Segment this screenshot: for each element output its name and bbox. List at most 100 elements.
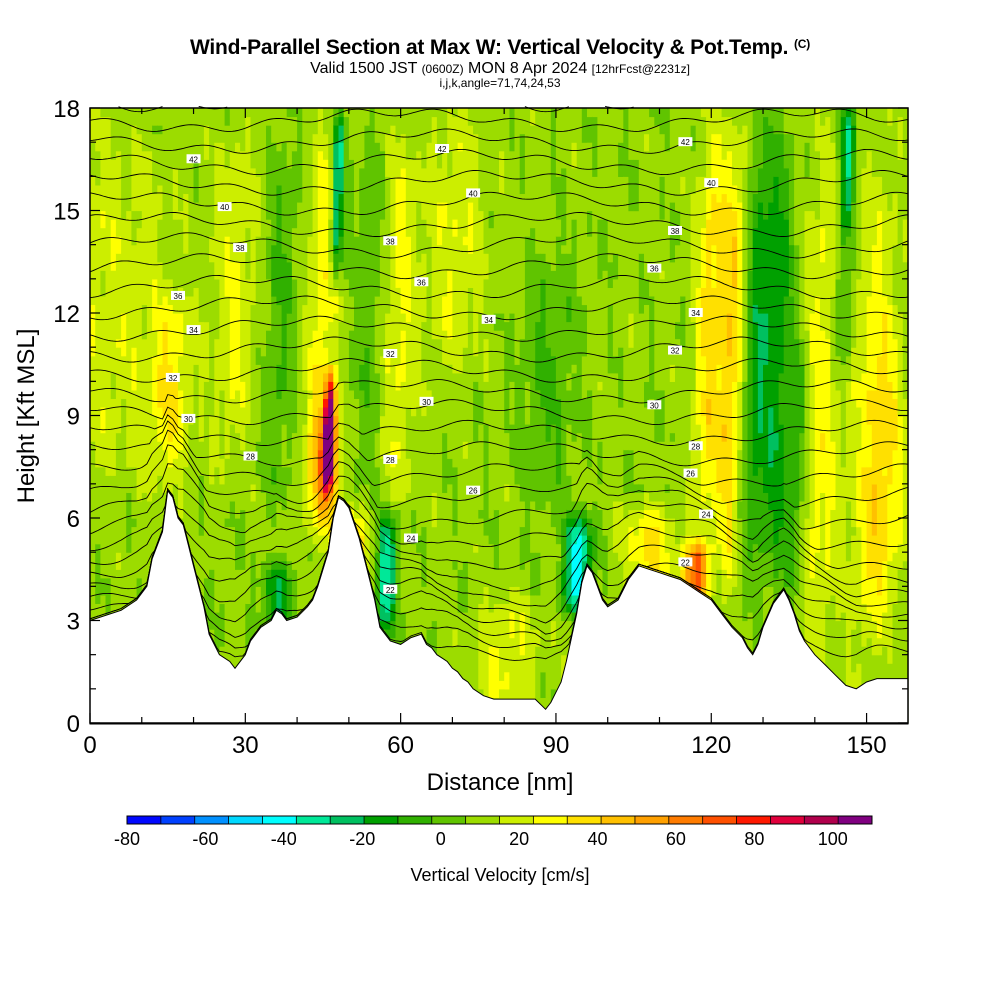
velocity-cell: [260, 108, 267, 357]
velocity-cell: [638, 253, 645, 314]
velocity-cell: [436, 338, 443, 664]
velocity-cell: [447, 108, 453, 152]
velocity-cell: [524, 108, 531, 237]
velocity-cell: [644, 526, 650, 562]
velocity-cell: [571, 612, 578, 622]
colorbar-swatch: [601, 816, 636, 824]
velocity-cell: [700, 108, 707, 118]
velocity-cell: [167, 278, 174, 305]
velocity-cell: [856, 108, 862, 280]
velocity-cell: [405, 407, 412, 459]
velocity-cell: [90, 441, 96, 724]
velocity-cell: [183, 108, 189, 194]
velocity-cell: [416, 202, 422, 263]
velocity-cell: [157, 125, 164, 135]
velocity-cell: [493, 509, 500, 570]
velocity-cell: [732, 184, 738, 212]
velocity-cell: [840, 116, 847, 229]
velocity-cell: [638, 509, 645, 519]
velocity-cell: [317, 449, 324, 476]
velocity-cell: [110, 398, 117, 476]
velocity-cell: [680, 176, 686, 194]
velocity-cell: [659, 278, 666, 391]
velocity-cell: [209, 483, 215, 570]
velocity-cell: [799, 108, 806, 340]
velocity-cell: [851, 347, 857, 382]
velocity-cell: [555, 176, 562, 220]
velocity-cell: [659, 219, 666, 271]
velocity-cell: [887, 560, 894, 664]
velocity-cell: [581, 509, 588, 519]
colorbar-swatch: [262, 816, 297, 824]
velocity-cell: [644, 304, 650, 382]
velocity-cell: [317, 108, 324, 152]
velocity-cell: [431, 492, 438, 528]
velocity-cell: [504, 671, 510, 690]
velocity-cell: [395, 176, 402, 288]
velocity-cell: [343, 116, 350, 280]
velocity-cell: [219, 389, 226, 459]
velocity-cell: [550, 355, 557, 425]
velocity-cell: [178, 355, 184, 391]
velocity-cell: [700, 176, 707, 229]
velocity-cell: [721, 441, 728, 502]
velocity-cell: [214, 466, 221, 613]
velocity-cell: [504, 321, 510, 434]
velocity-cell: [835, 389, 842, 622]
velocity-cell: [354, 108, 360, 237]
velocity-cell: [535, 646, 541, 724]
velocity-cell: [141, 304, 148, 340]
velocity-cell: [768, 202, 774, 408]
velocity-cell: [664, 150, 671, 485]
velocity-cell: [379, 552, 386, 605]
velocity-cell: [587, 535, 593, 570]
velocity-cell: [581, 355, 588, 399]
velocity-cell: [742, 167, 749, 382]
velocity-cell: [871, 483, 878, 536]
velocity-cell: [198, 108, 205, 323]
velocity-cell: [488, 646, 495, 698]
velocity-cell: [576, 295, 583, 434]
velocity-cell: [281, 552, 288, 562]
velocity-cell: [291, 227, 298, 280]
velocity-cell: [752, 543, 759, 664]
velocity-cell: [385, 535, 391, 613]
velocity-cell: [271, 295, 277, 468]
velocity-cell: [882, 475, 888, 562]
velocity-cell: [328, 295, 334, 323]
velocity-cell: [224, 125, 231, 169]
velocity-cell: [374, 142, 381, 297]
velocity-cell: [276, 560, 283, 570]
velocity-cell: [126, 492, 132, 553]
velocity-cell: [783, 167, 790, 220]
velocity-cell: [442, 150, 448, 203]
velocity-cell: [364, 407, 371, 485]
velocity-cell: [172, 167, 179, 220]
velocity-cell: [644, 407, 650, 493]
isentrope-label: 38: [236, 244, 245, 253]
velocity-cell: [115, 236, 122, 254]
velocity-cell: [509, 637, 516, 707]
velocity-cell: [255, 176, 262, 237]
velocity-cell: [902, 219, 909, 263]
velocity-cell: [245, 227, 252, 280]
velocity-cell: [400, 108, 407, 135]
velocity-cell: [638, 518, 645, 587]
isentrope-label-bg: [683, 468, 698, 478]
velocity-cell: [266, 236, 272, 280]
velocity-cell: [825, 569, 831, 605]
colorbar-tick-label: -40: [271, 829, 297, 849]
velocity-cell: [260, 492, 267, 562]
velocity-cell: [887, 108, 894, 126]
velocity-cell: [224, 458, 231, 519]
velocity-cell: [115, 253, 122, 340]
velocity-cell: [162, 415, 169, 451]
velocity-cell: [488, 227, 495, 519]
colorbar-swatch: [804, 816, 839, 824]
velocity-cell: [157, 407, 164, 442]
colorbar-tick-label: -80: [114, 829, 140, 849]
velocity-cell: [892, 304, 899, 340]
velocity-cell: [400, 612, 407, 664]
velocity-cell: [312, 509, 319, 528]
velocity-cell: [618, 176, 624, 348]
